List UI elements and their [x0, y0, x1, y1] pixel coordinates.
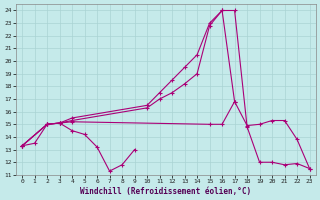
X-axis label: Windchill (Refroidissement éolien,°C): Windchill (Refroidissement éolien,°C)	[80, 187, 252, 196]
